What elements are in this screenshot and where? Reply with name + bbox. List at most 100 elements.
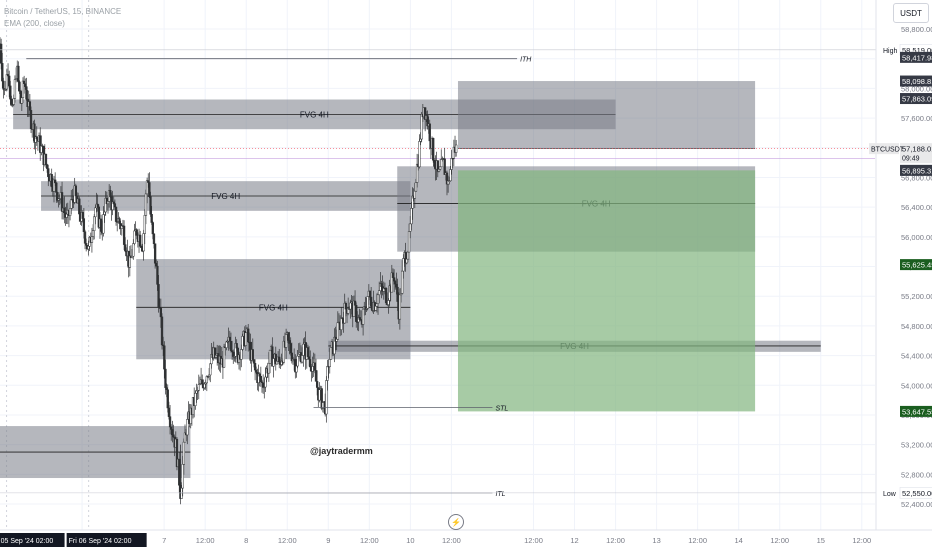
candle-body bbox=[201, 379, 204, 385]
candle-body bbox=[203, 383, 206, 389]
candle-body bbox=[122, 225, 126, 245]
currency-button[interactable]: USDT bbox=[893, 3, 929, 23]
candle-body bbox=[167, 407, 171, 417]
candle-body bbox=[103, 211, 106, 215]
candle-body bbox=[278, 356, 281, 362]
candles bbox=[0, 37, 458, 505]
candle-body bbox=[148, 182, 151, 198]
candle-body bbox=[28, 101, 32, 111]
price-label-box bbox=[900, 51, 932, 63]
candle-body bbox=[344, 302, 348, 310]
candle-body bbox=[395, 283, 398, 288]
candle-body bbox=[222, 346, 226, 368]
candle-body bbox=[329, 347, 333, 360]
candle-body bbox=[240, 349, 243, 360]
time-tick-label: 12:00 bbox=[442, 536, 461, 545]
candle-body bbox=[12, 98, 15, 105]
take-profit-zone bbox=[457, 170, 756, 412]
candle-body bbox=[163, 345, 166, 370]
price-label: 55,625.45 bbox=[900, 259, 932, 271]
symbol-title[interactable]: Bitcoin / TetherUS, 15, BINANCE bbox=[4, 7, 122, 16]
candle-body bbox=[47, 168, 50, 177]
candle-body bbox=[450, 157, 453, 170]
candle-body bbox=[455, 144, 458, 153]
level-label-itl: ITL bbox=[495, 491, 505, 498]
candle-body bbox=[244, 332, 248, 346]
candle-body bbox=[272, 358, 275, 367]
candle-body bbox=[432, 137, 435, 161]
candle-body bbox=[151, 222, 154, 235]
candle-body bbox=[147, 180, 150, 183]
date-label-text: Fri 06 Sep '24 02:00 bbox=[69, 538, 132, 545]
time-tick-label: 12:00 bbox=[606, 536, 625, 545]
candle-body bbox=[159, 307, 163, 318]
time-tick-label: 12:00 bbox=[688, 536, 707, 545]
candle-body bbox=[172, 434, 175, 438]
price-tick-label: 52,800.00 bbox=[901, 470, 932, 479]
candle-body bbox=[391, 272, 395, 278]
candle-body bbox=[54, 179, 57, 184]
candle-body bbox=[315, 381, 319, 388]
candle-body bbox=[311, 366, 314, 372]
candle-body bbox=[74, 185, 77, 197]
candle-body bbox=[24, 83, 27, 87]
candle-body bbox=[247, 328, 250, 343]
candle-body bbox=[349, 302, 352, 310]
candle-body bbox=[182, 441, 185, 465]
date-label: Fri 06 Sep '24 02:00 bbox=[66, 533, 147, 547]
price-tag-low: Low bbox=[883, 491, 897, 498]
fvg-label: FVG 4H bbox=[211, 192, 240, 201]
candle-body bbox=[45, 164, 49, 169]
price-tick-label: 54,400.00 bbox=[901, 352, 932, 361]
candle-body bbox=[18, 81, 21, 92]
candle-body bbox=[160, 316, 164, 346]
candle-body bbox=[355, 305, 358, 322]
price-label-countdown: 09:49 bbox=[902, 156, 920, 163]
time-tick-label: 12 bbox=[570, 536, 578, 545]
price-label-text: 55,625.45 bbox=[902, 261, 932, 270]
candle-body bbox=[197, 384, 200, 391]
indicator-label[interactable]: EMA (200, close) bbox=[4, 19, 65, 28]
candle-body bbox=[109, 190, 112, 198]
time-tick-label: 7 bbox=[162, 536, 166, 545]
time-axis: 12:00 7 12:00 8 12:00 9 12:00 10 12:00 12:00 12 12:… bbox=[0, 529, 932, 550]
candle-body bbox=[124, 244, 127, 252]
candle-body bbox=[10, 98, 13, 105]
candle-body bbox=[143, 215, 146, 234]
candle-body bbox=[214, 355, 218, 358]
candle-body bbox=[8, 75, 11, 87]
candle-body bbox=[307, 356, 311, 360]
candle-body bbox=[132, 243, 135, 257]
time-tick-label: 12:00 bbox=[196, 536, 215, 545]
candle-body bbox=[401, 270, 404, 294]
candle-body bbox=[171, 429, 174, 436]
candle-body bbox=[112, 201, 115, 204]
candle-body bbox=[17, 65, 20, 83]
candle-body bbox=[251, 349, 254, 360]
stop-loss-zone bbox=[457, 81, 756, 149]
price-label: 58,417.98 bbox=[900, 51, 932, 63]
chart-legend: Bitcoin / TetherUS, 15, BINANCE EMA (200… bbox=[4, 6, 121, 30]
candle-body bbox=[178, 458, 181, 486]
price-label: 58,098.81 bbox=[900, 75, 932, 87]
candle-body bbox=[301, 355, 304, 363]
lightning-icon[interactable]: ⚡ bbox=[448, 514, 464, 530]
candle-body bbox=[85, 243, 88, 246]
candle-body bbox=[29, 110, 33, 129]
candle-body bbox=[1, 63, 4, 82]
candle-body bbox=[325, 380, 328, 415]
candle-body bbox=[170, 426, 173, 430]
candle-body bbox=[68, 208, 72, 216]
candle-body bbox=[135, 229, 138, 236]
candle-body bbox=[87, 246, 90, 250]
candle-body bbox=[375, 303, 379, 307]
price-tick-label: 53,200.00 bbox=[901, 441, 932, 450]
candle-body bbox=[0, 43, 3, 64]
date-label: Thu 05 Sep '24 02:00 bbox=[0, 533, 65, 547]
candle-body bbox=[232, 351, 235, 357]
candle-body bbox=[413, 190, 416, 199]
fvg-label: FVG 4H bbox=[259, 303, 288, 312]
candle-body bbox=[35, 136, 38, 140]
candle-body bbox=[194, 392, 197, 406]
